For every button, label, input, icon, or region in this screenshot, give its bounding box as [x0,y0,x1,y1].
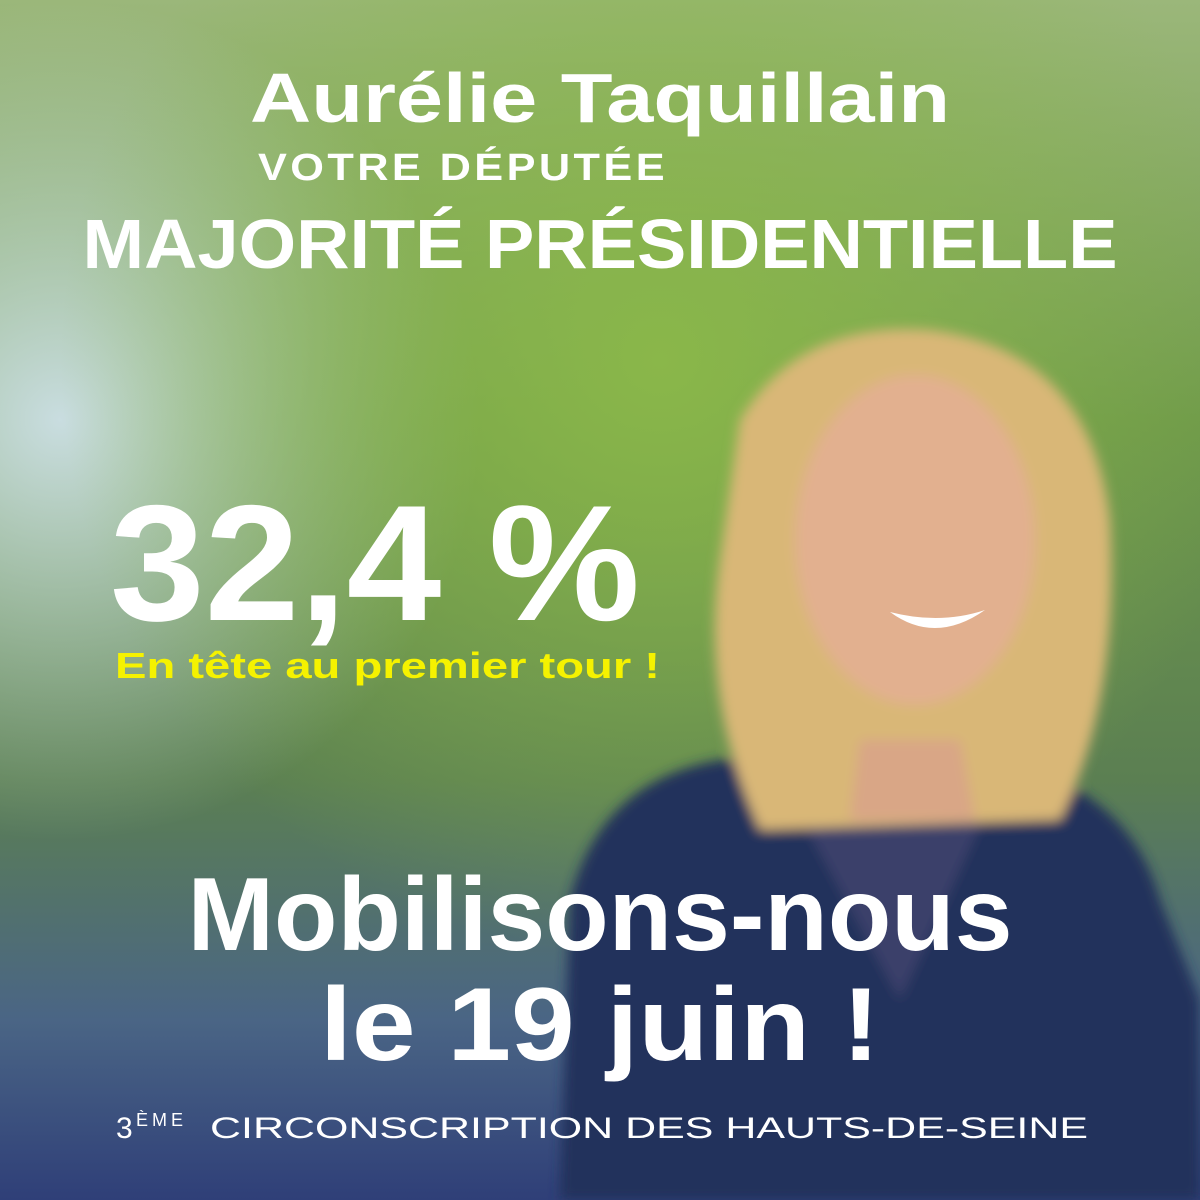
score-note: En tête au premier tour ! [115,645,660,686]
footer-text: CIRCONSCRIPTION DES HAUTS-DE-SEINE [210,1112,1088,1145]
neck [850,740,975,820]
footer-number: 3 [116,1112,133,1145]
candidate-name: Aurélie Taquillain [250,59,950,137]
smile [890,610,985,629]
role: VOTRE DÉPUTÉE [258,145,668,189]
portrait [560,329,1200,1200]
party: MAJORITÉ PRÉSIDENTIELLE [83,205,1118,283]
score: 32,4 % [110,471,640,655]
footer-suffix: ÈME [136,1110,187,1130]
face [795,375,1035,705]
blazer [560,760,1200,1200]
call-line-1: Mobilisons-nous [188,857,1013,973]
call-line-2: le 19 juin ! [320,967,880,1083]
